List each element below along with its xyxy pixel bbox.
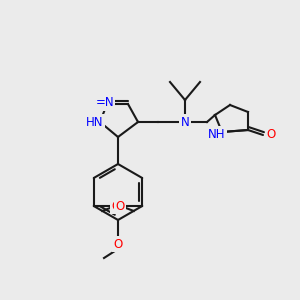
Text: HN: HN — [86, 116, 104, 128]
Text: O: O — [266, 128, 276, 142]
Text: O: O — [116, 200, 125, 212]
Text: =N: =N — [96, 97, 114, 110]
Text: O: O — [111, 200, 120, 212]
Text: NH: NH — [208, 128, 226, 140]
Text: O: O — [113, 238, 123, 250]
Text: N: N — [181, 116, 189, 128]
